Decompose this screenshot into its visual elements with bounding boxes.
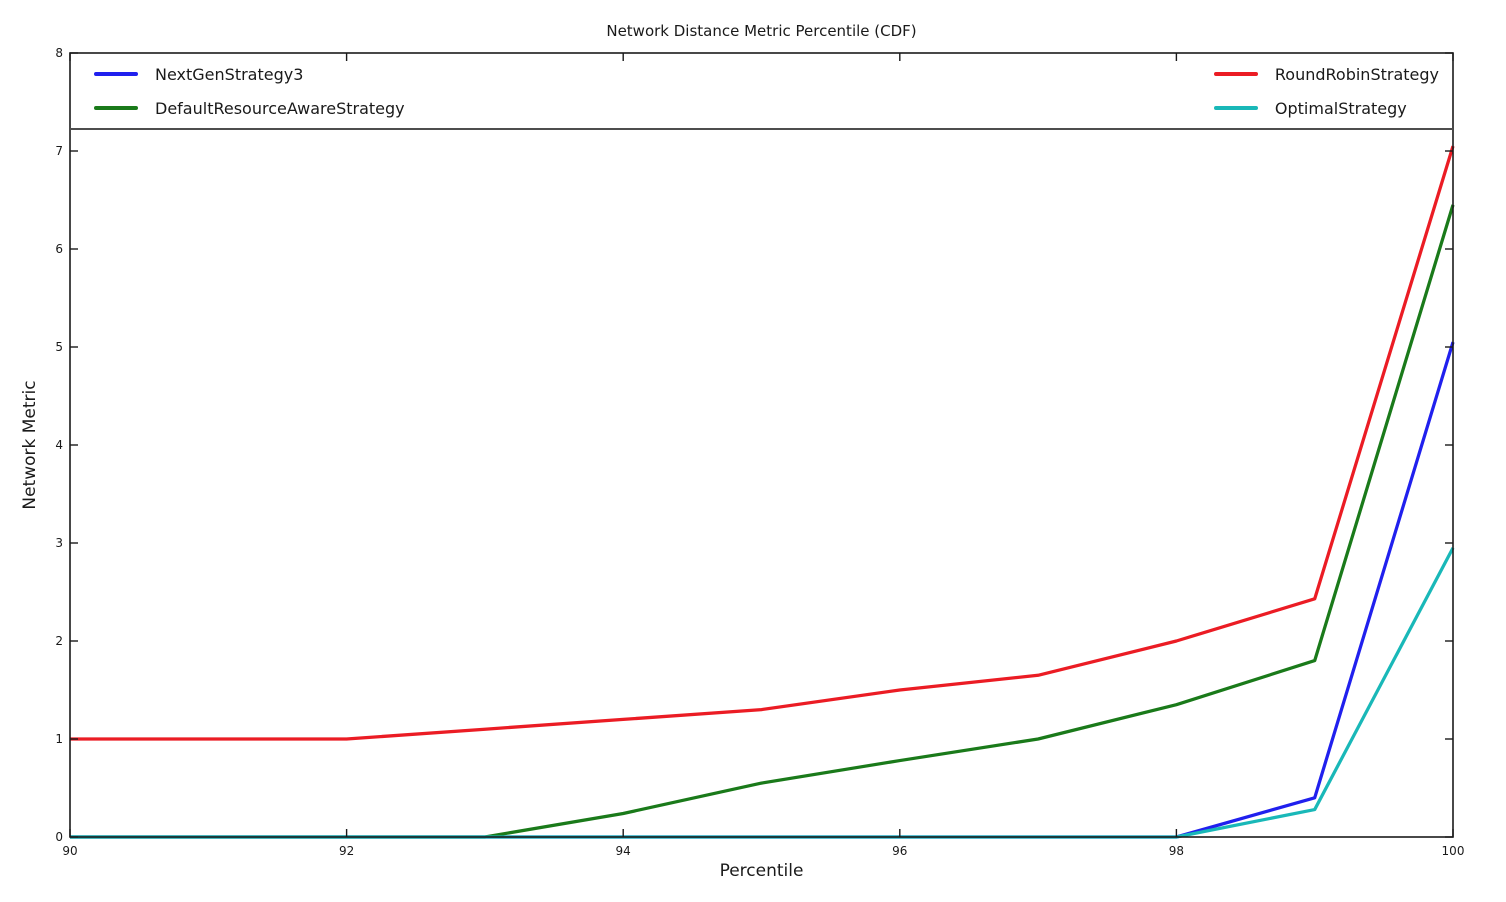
series-line-nextgenstrategy3 [70,341,1455,839]
x-tick-label: 96 [892,844,908,858]
legend-line-swatch-red-icon [1213,72,1258,76]
legend: NextGenStrategy3 DefaultResourceAwareStr… [70,54,1453,130]
legend-label: RoundRobinStrategy [1274,64,1439,84]
legend-line-swatch-green-icon [94,106,138,110]
legend-label: OptimalStrategy [1274,98,1407,118]
x-tick-label: 92 [338,844,355,858]
x-tick-label: 94 [615,844,631,858]
y-tick-label: 1 [55,732,63,746]
y-tick-label: 2 [55,634,63,648]
y-tick-label: 7 [55,144,63,158]
chart-title: Network Distance Metric Percentile (CDF) [606,22,917,40]
series-line-optimalstrategy [70,547,1455,839]
plot-frame [69,52,1454,838]
x-tick-label: 90 [62,844,78,858]
legend-column-right: RoundRobinStrategy OptimalStrategy [1213,62,1439,121]
y-tick-label: 0 [55,830,63,844]
legend-entry-defaultresourceawarestrategy: DefaultResourceAwareStrategy [94,96,405,121]
y-axis-label: Network Metric [20,380,40,510]
legend-line-swatch-cyan-icon [1213,106,1258,110]
legend-line-swatch-blue-icon [94,72,138,76]
legend-column-left: NextGenStrategy3 DefaultResourceAwareStr… [94,62,405,121]
legend-label: DefaultResourceAwareStrategy [155,98,405,118]
legend-label: NextGenStrategy3 [155,64,304,84]
x-tick-label: 100 [1441,844,1465,858]
legend-entry-optimalstrategy: OptimalStrategy [1213,96,1439,121]
y-tick-label: 8 [55,46,63,60]
y-tick-label: 3 [55,536,63,550]
y-tick-label: 6 [55,242,63,256]
series-line-defaultresourceawarestrategy [70,204,1455,839]
y-tick-label: 5 [55,340,63,354]
x-axis-label: Percentile [719,861,804,881]
series-line-roundrobinstrategy [70,145,1455,741]
legend-entry-roundrobinstrategy: RoundRobinStrategy [1213,62,1439,87]
x-tick-label: 98 [1168,844,1185,858]
y-tick-label: 4 [55,438,63,452]
legend-entry-nextgenstrategy3: NextGenStrategy3 [94,62,405,87]
